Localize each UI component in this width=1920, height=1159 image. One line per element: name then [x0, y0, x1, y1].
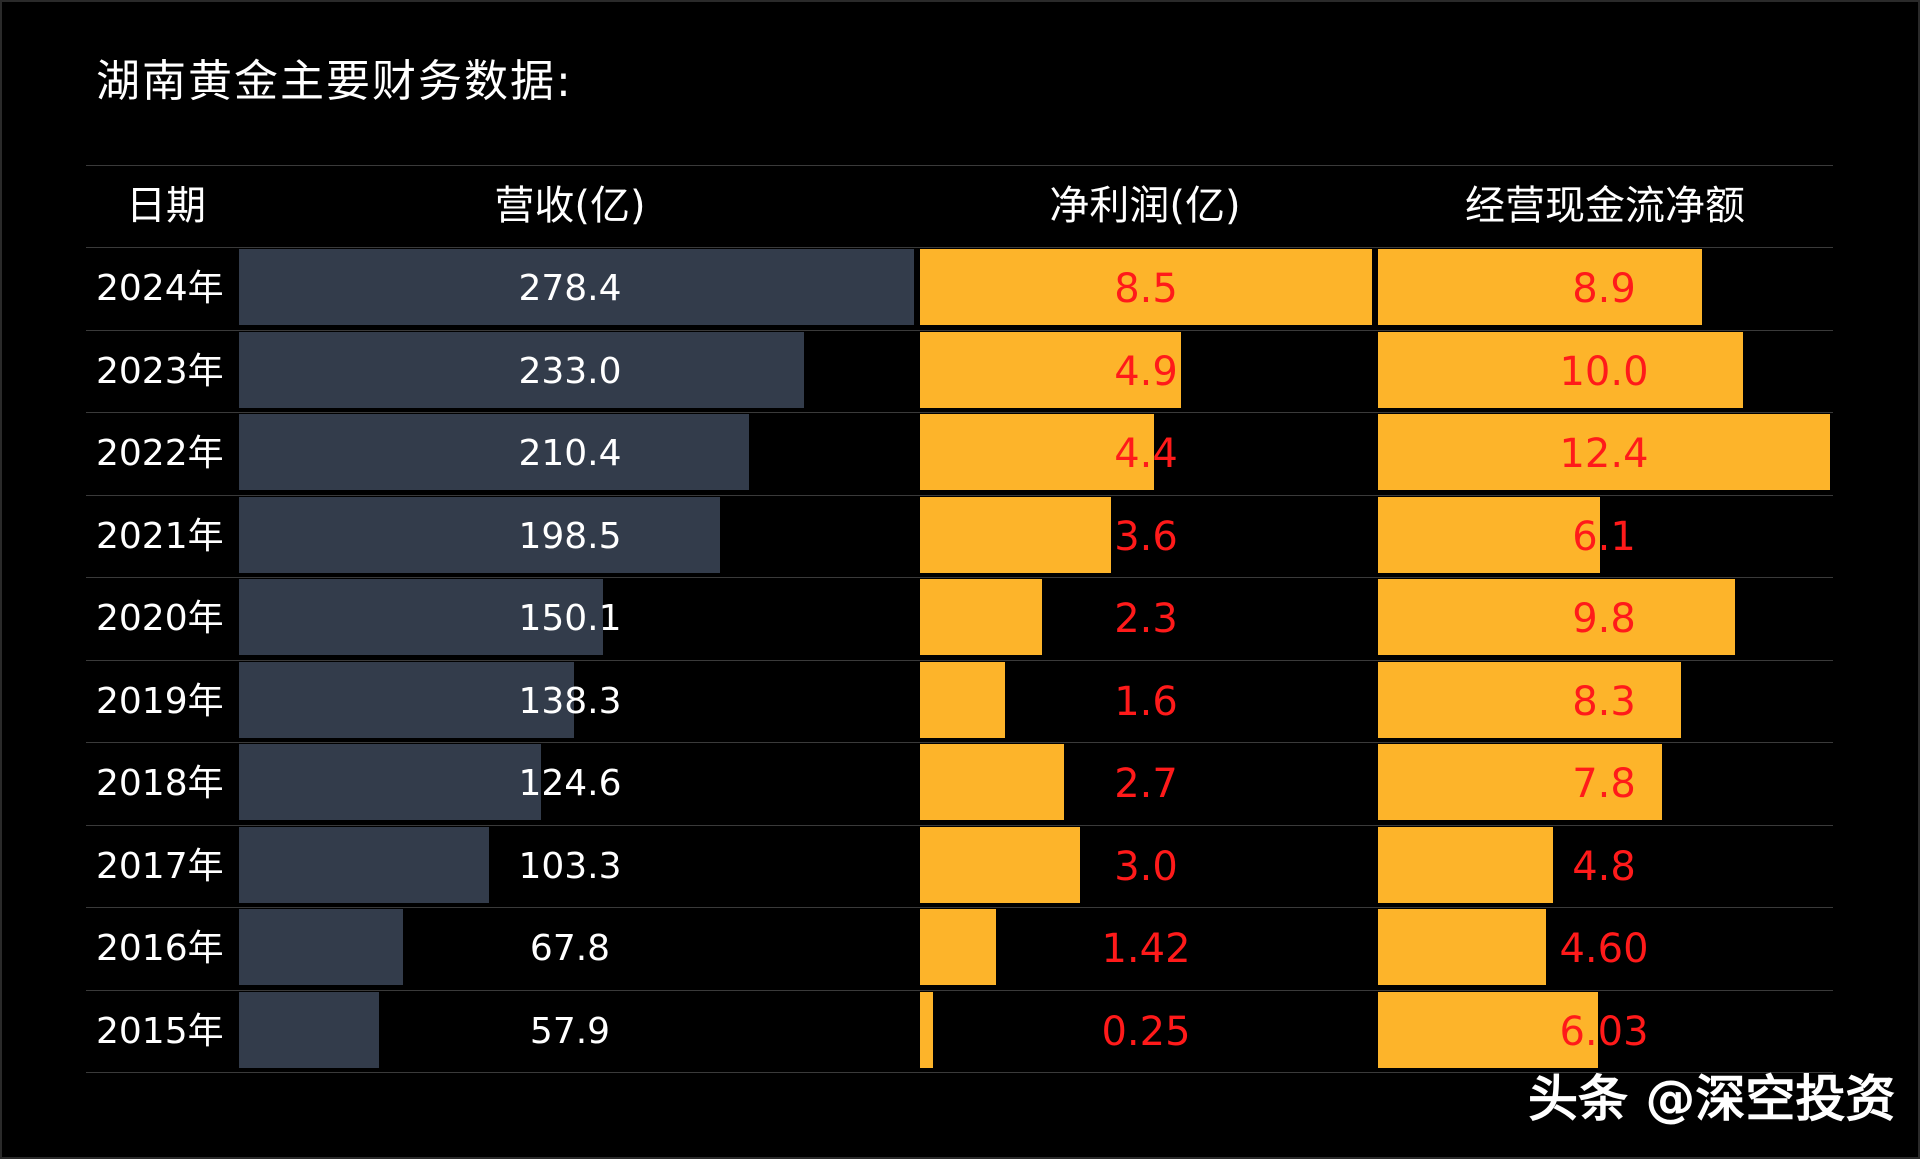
header-date: 日期 [126, 183, 206, 229]
revenue-value: 198.5 [518, 515, 622, 557]
revenue-value: 124.6 [518, 763, 622, 804]
net-profit-value: 3.6 [1114, 513, 1178, 560]
table-row: 2019年 138.3 1.6 8.3 [0, 661, 1920, 744]
table-row: 2021年 198.5 3.6 6.1 [0, 496, 1920, 579]
revenue-value: 138.3 [518, 680, 622, 722]
revenue-value: 150.1 [518, 598, 622, 639]
revenue-value: 103.3 [518, 845, 622, 887]
cash-flow-value: 6.03 [1559, 1008, 1649, 1055]
row-year: 2022年 [96, 433, 224, 474]
row-rule [86, 989, 1833, 991]
net-profit-value: 3.0 [1114, 843, 1178, 890]
header-cash-flow: 经营现金流净额 [1465, 183, 1745, 229]
row-rule [86, 494, 1833, 496]
revenue-value: 67.8 [529, 928, 611, 969]
header-revenue: 营收(亿) [494, 183, 646, 229]
cash-flow-bar [1378, 826, 1553, 903]
row-rule [86, 329, 1833, 331]
cash-flow-bar [1378, 496, 1601, 573]
row-year: 2018年 [96, 763, 224, 804]
net-profit-bar [920, 249, 1372, 325]
net-profit-value: 2.7 [1114, 761, 1178, 807]
cash-flow-bar [1378, 414, 1830, 490]
net-profit-bar [920, 909, 996, 985]
chart-title: 湖南黄金主要财务数据: [96, 56, 573, 107]
row-year: 2015年 [96, 1010, 224, 1052]
revenue-bar [239, 661, 575, 738]
net-profit-value: 2.3 [1114, 596, 1178, 642]
header-net-profit: 净利润(亿) [1049, 183, 1241, 229]
cash-flow-bar [1378, 661, 1681, 738]
cash-flow-value: 9.8 [1572, 596, 1636, 642]
cash-flow-value: 4.60 [1559, 926, 1649, 972]
cash-flow-value: 10.0 [1559, 348, 1649, 395]
revenue-value: 210.4 [518, 433, 622, 474]
row-year: 2024年 [96, 268, 224, 309]
row-rule [86, 907, 1833, 908]
table-row: 2023年 233.0 4.9 10.0 [0, 331, 1920, 414]
row-rule [86, 824, 1833, 826]
revenue-bar [239, 826, 490, 903]
row-rule [86, 659, 1833, 661]
net-profit-bar [920, 579, 1043, 655]
revenue-value: 57.9 [529, 1010, 611, 1052]
net-profit-value: 4.9 [1114, 348, 1178, 395]
net-profit-value: 4.4 [1114, 431, 1178, 477]
row-year: 2017年 [96, 845, 224, 887]
net-profit-value: 8.5 [1114, 266, 1178, 312]
net-profit-value: 1.6 [1114, 678, 1178, 725]
table-row: 2016年 67.8 1.42 4.60 [0, 908, 1920, 991]
revenue-bar [239, 991, 380, 1068]
net-profit-value: 1.42 [1101, 926, 1191, 972]
net-profit-value: 0.25 [1101, 1008, 1191, 1055]
table-row: 2022年 210.4 4.4 12.4 [0, 413, 1920, 496]
watermark: 头条 @深空投资 [1528, 1070, 1896, 1128]
row-year: 2021年 [96, 515, 224, 557]
net-profit-bar [920, 744, 1064, 820]
cash-flow-value: 8.9 [1572, 266, 1636, 312]
net-profit-bar [920, 331, 1181, 408]
table-row: 2020年 150.1 2.3 9.8 [0, 578, 1920, 661]
table-row: 2024年 278.4 8.5 8.9 [0, 248, 1920, 331]
revenue-bar [239, 909, 404, 985]
revenue-bar [239, 496, 721, 573]
cash-flow-value: 8.3 [1572, 678, 1636, 725]
cash-flow-value: 6.1 [1572, 513, 1636, 560]
revenue-value: 233.0 [518, 350, 622, 392]
revenue-bar [239, 579, 603, 655]
cash-flow-bar [1378, 249, 1703, 325]
row-year: 2023年 [96, 350, 224, 392]
revenue-bar [239, 744, 542, 820]
cash-flow-bar [1378, 579, 1736, 655]
cash-flow-bar [1378, 909, 1546, 985]
row-rule [86, 742, 1833, 743]
net-profit-bar [920, 661, 1006, 738]
net-profit-bar [920, 496, 1112, 573]
cash-flow-value: 4.8 [1572, 843, 1636, 890]
table-row: 2017年 103.3 3.0 4.8 [0, 826, 1920, 909]
revenue-bar [239, 249, 914, 325]
revenue-value: 278.4 [518, 268, 622, 309]
row-rule [86, 577, 1833, 578]
row-year: 2020年 [96, 598, 224, 639]
row-rule [86, 412, 1833, 413]
table-row: 2018年 124.6 2.7 7.8 [0, 743, 1920, 826]
row-rule [86, 1072, 1833, 1073]
row-year: 2019年 [96, 680, 224, 722]
revenue-bar [239, 331, 804, 408]
table-row: 2015年 57.9 0.25 6.03 [0, 991, 1920, 1074]
cash-flow-bar [1378, 744, 1663, 820]
cash-flow-bar [1378, 991, 1598, 1068]
header-bottom-rule [86, 247, 1833, 248]
revenue-bar [239, 414, 750, 490]
net-profit-bar [920, 826, 1080, 903]
cash-flow-value: 7.8 [1572, 761, 1636, 807]
cash-flow-bar [1378, 331, 1743, 408]
net-profit-bar [920, 991, 934, 1068]
cash-flow-value: 12.4 [1559, 431, 1649, 477]
header-top-rule [86, 165, 1833, 166]
row-year: 2016年 [96, 928, 224, 969]
net-profit-bar [920, 414, 1154, 490]
